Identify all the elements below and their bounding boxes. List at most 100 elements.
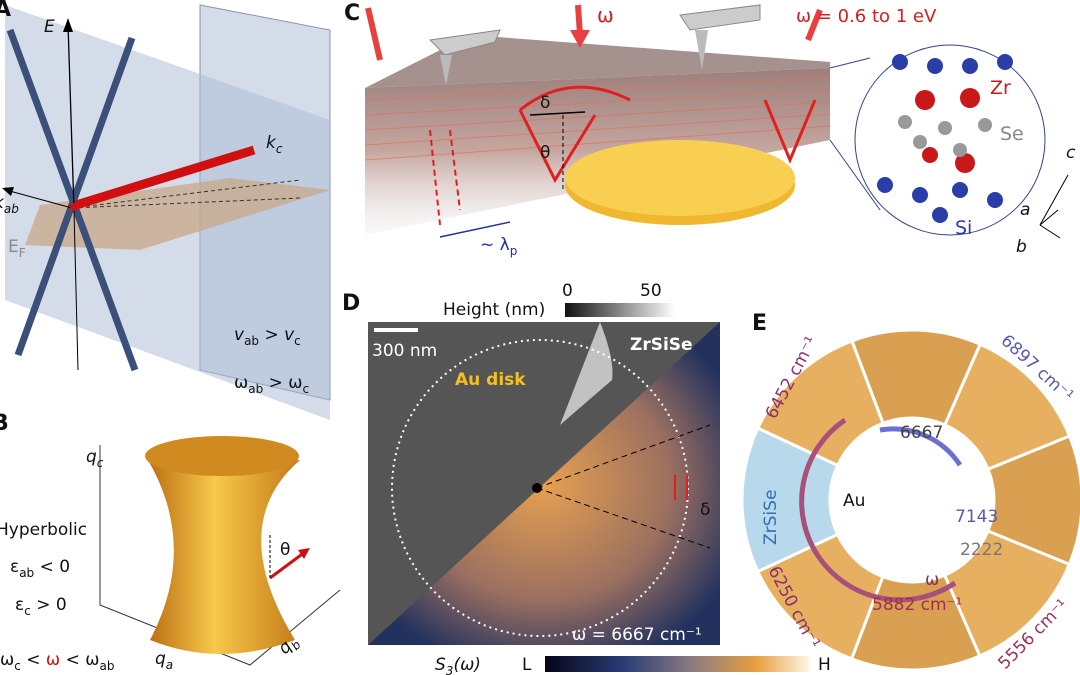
freq-label: 5882 cm⁻¹	[872, 595, 962, 615]
text: q	[86, 447, 97, 467]
axis-line	[5, 189, 73, 209]
text: k	[0, 193, 5, 213]
si-atoms	[877, 54, 1013, 223]
cone-line	[536, 424, 711, 489]
delta-arrow	[529, 111, 586, 116]
panel-d: D Height (nm) 0 50 300 nm ZrSiSe Au disk…	[342, 281, 831, 675]
se-atoms	[898, 115, 992, 157]
text: < 0	[34, 557, 70, 577]
arrow-head	[298, 548, 310, 559]
signal-colorbar	[545, 656, 810, 672]
wave-path	[763, 99, 817, 164]
text: <	[21, 650, 46, 670]
axes-glyph	[1039, 174, 1069, 239]
freq-arc	[879, 426, 963, 467]
text: S	[435, 655, 446, 675]
wavelength: ~ λp	[480, 235, 517, 258]
fermi-plane	[25, 178, 330, 250]
text: ab	[4, 202, 19, 216]
text: E	[8, 237, 19, 257]
ring-segment	[755, 532, 885, 661]
tip	[440, 55, 452, 85]
text: ω	[46, 650, 60, 670]
text: ab	[244, 334, 259, 348]
atom-label: Si	[955, 217, 972, 239]
text: ~ λ	[480, 235, 510, 255]
text: ab	[19, 566, 34, 580]
ring-segment	[755, 339, 885, 468]
arrow	[269, 550, 306, 580]
tick-label: 0	[562, 281, 573, 301]
text: c	[276, 142, 283, 156]
text: v	[284, 325, 295, 345]
arrow-head	[570, 30, 590, 48]
colorbar-label: L	[522, 655, 532, 675]
relation: ωab > ωc	[234, 373, 309, 396]
slab-top	[365, 35, 830, 88]
text: ω	[234, 373, 248, 393]
light-arrow	[805, 8, 823, 42]
hyperboloid	[145, 455, 300, 654]
text: v	[234, 325, 245, 345]
text: k	[266, 133, 277, 153]
panel-label: E	[752, 311, 767, 336]
axis-label: a	[1020, 200, 1030, 220]
text: 3	[446, 664, 454, 675]
omega: ω	[925, 570, 939, 590]
text: ab	[99, 659, 114, 673]
text: >	[259, 325, 284, 345]
panel-label: C	[344, 1, 360, 26]
condition: εab < 0	[10, 557, 70, 580]
disk-label: Au disk	[455, 370, 526, 390]
gold-label: Au	[843, 491, 865, 511]
text: ε	[15, 595, 24, 615]
ring-segment	[942, 529, 1072, 658]
text: > ω	[263, 373, 302, 393]
axis-label: qa	[155, 649, 173, 672]
scale-label: 300 nm	[372, 341, 437, 361]
energy-axis	[67, 23, 75, 211]
frequency: ω = 6667 cm⁻¹	[572, 625, 702, 645]
angle: θ	[540, 143, 550, 163]
label: kab	[0, 193, 19, 216]
dirac-point	[70, 203, 78, 211]
regime: Hyperbolic	[0, 520, 87, 540]
arrow-head	[63, 18, 73, 32]
text: a	[166, 658, 173, 672]
edge-region	[560, 322, 613, 425]
atom-label: Se	[1000, 123, 1024, 145]
height-map	[368, 322, 720, 645]
angle: θ	[280, 540, 290, 560]
axis-label: qc	[86, 447, 104, 470]
red-bar	[74, 145, 256, 210]
dashed-line	[71, 197, 301, 209]
freq-label: 2222	[960, 540, 1003, 560]
text: (ω)	[453, 655, 481, 675]
text: < ω	[60, 650, 99, 670]
text: ε	[10, 557, 19, 577]
text: F	[19, 246, 26, 260]
tip-cantilever	[679, 4, 761, 31]
text: c	[14, 659, 21, 673]
wavelength-arrow	[439, 221, 511, 238]
panel-a: A E kc kab EF vab > vc ωab > ωc	[0, 0, 331, 420]
material-label: ZrSiSe	[630, 335, 693, 355]
cone-line	[536, 487, 711, 549]
ring-segment	[849, 328, 983, 427]
label: EF	[8, 237, 26, 260]
panel-e: E 6452 cm⁻¹ 6897 cm⁻¹ 6667 7143 ZrSiSe A…	[740, 311, 1080, 674]
panel-label: A	[0, 0, 11, 22]
colorbar-title: S3(ω)	[435, 655, 481, 675]
axis-label: c	[1066, 143, 1076, 163]
text: ab	[248, 382, 263, 396]
delta: δ	[700, 500, 710, 520]
tip	[695, 30, 708, 70]
text: q	[155, 649, 166, 669]
delta: δ	[540, 93, 550, 113]
axis-label: E	[44, 17, 55, 37]
text: c	[303, 382, 310, 396]
slab-front	[365, 68, 830, 235]
crystal-inset	[854, 44, 1046, 236]
height-colorbar	[565, 303, 675, 317]
